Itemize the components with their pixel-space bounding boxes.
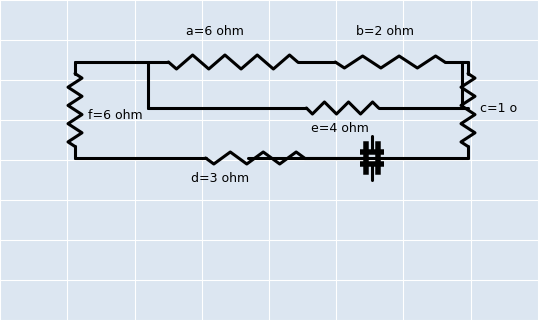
Text: d=3 ohm: d=3 ohm	[191, 172, 249, 185]
Text: c=1 o: c=1 o	[480, 101, 517, 115]
Text: b=2 ohm: b=2 ohm	[356, 25, 414, 38]
Text: a=6 ohm: a=6 ohm	[186, 25, 244, 38]
Text: f=6 ohm: f=6 ohm	[88, 108, 143, 122]
Text: e=4 ohm: e=4 ohm	[311, 122, 369, 135]
